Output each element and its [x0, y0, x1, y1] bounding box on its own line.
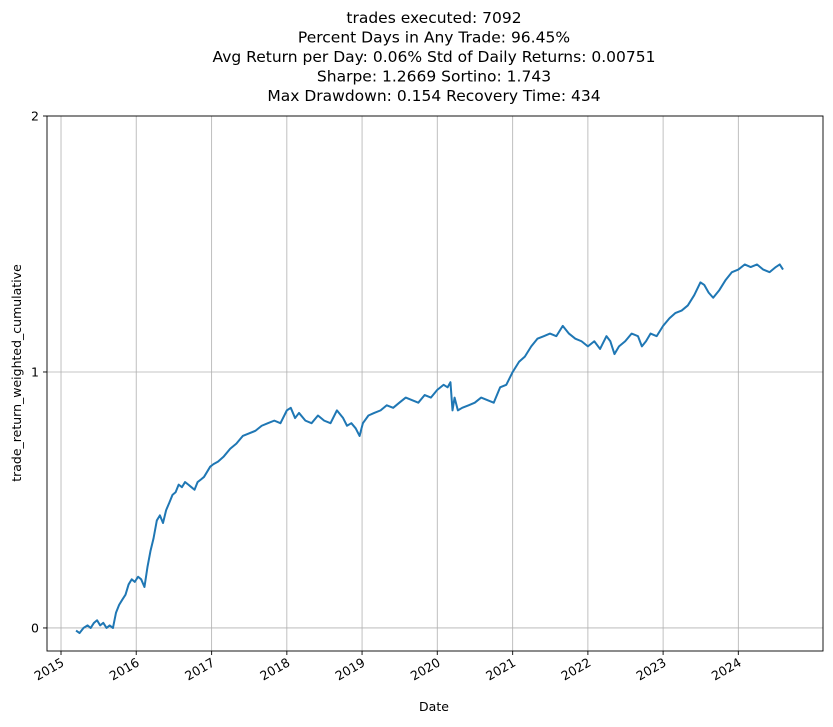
- x-tick-label: 2016: [107, 655, 142, 684]
- axes-frame: [46, 115, 824, 652]
- plot-frame: [46, 115, 824, 652]
- title-line-1: trades executed: 7092: [346, 9, 521, 27]
- y-tick-label: 1: [31, 364, 39, 379]
- x-tick-label: 2024: [709, 655, 744, 684]
- series-line-group: [75, 263, 784, 635]
- chart-title: trades executed: 7092 Percent Days in Any…: [213, 9, 656, 105]
- title-line-2: Percent Days in Any Trade: 96.45%: [298, 29, 570, 47]
- x-axis-label: Date: [419, 699, 449, 714]
- y-tick-label: 2: [31, 109, 39, 124]
- x-tick-label: 2015: [31, 655, 66, 684]
- title-line-3: Avg Return per Day: 0.06% Std of Daily R…: [213, 48, 656, 66]
- x-axis-ticks: 2015 2016 2017 2018 2019 2020 2021 2022 2023 2024: [31, 651, 744, 684]
- x-tick-label: 2021: [483, 655, 518, 684]
- y-tick-label: 0: [31, 620, 39, 635]
- x-tick-label: 2017: [182, 655, 217, 684]
- x-tick-label: 2023: [634, 655, 669, 684]
- x-tick-label: 2019: [333, 655, 368, 684]
- y-axis-ticks: 0 1 2: [31, 109, 47, 635]
- x-tick-label: 2022: [558, 655, 593, 684]
- series-line-1: [75, 263, 784, 635]
- y-axis-label: trade_return_weighted_cumulative: [9, 264, 24, 482]
- x-tick-label: 2018: [257, 655, 292, 684]
- x-tick-label: 2020: [408, 655, 443, 684]
- title-line-5: Max Drawdown: 0.154 Recovery Time: 434: [267, 87, 600, 105]
- grid-lines: [47, 115, 823, 651]
- title-line-4: Sharpe: 1.2669 Sortino: 1.743: [317, 68, 551, 86]
